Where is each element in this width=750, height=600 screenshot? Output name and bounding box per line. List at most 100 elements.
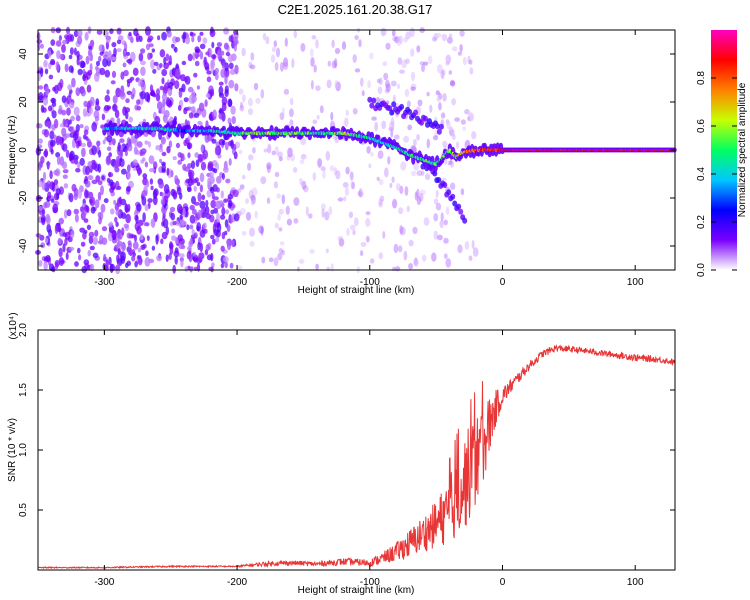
spectrogram-cell: [385, 42, 391, 50]
spectrogram-cell: [189, 214, 196, 224]
spectrogram-cell: [238, 149, 243, 155]
spectrogram-cell: [338, 237, 345, 247]
spectrogram-cell: [289, 97, 294, 106]
spectrogram-cell: [177, 159, 182, 165]
spectrogram-cell: [419, 61, 425, 66]
spectrogram-cell: [445, 61, 450, 66]
spectrogram-cell: [455, 141, 460, 149]
spectrogram-cell: [230, 139, 234, 149]
spectrogram-cell: [144, 140, 149, 145]
spectrogram-cell: [210, 186, 215, 194]
spectrogram-cell: [121, 212, 127, 220]
spectrogram-cell: [365, 235, 370, 243]
spectrogram-cell: [322, 169, 326, 179]
spectrogram-cell: [254, 210, 258, 219]
spectrogram-cell: [223, 256, 229, 263]
spectrogram-cell: [61, 44, 66, 53]
spectrogram-cell: [217, 50, 222, 60]
spectrogram-cell: [63, 209, 68, 219]
spectrogram-cell: [233, 213, 240, 222]
spectrogram-cell: [204, 228, 208, 234]
spectrogram-cell: [213, 207, 219, 214]
spectrogram-cell: [218, 200, 224, 205]
spectrogram-cell: [75, 87, 81, 97]
spectrogram-cell: [440, 70, 445, 80]
spectrogram-cell: [58, 35, 63, 41]
spectrogram-x-ticks: -300 -200 -100 0 100: [94, 30, 644, 288]
spectrogram-cell: [50, 198, 55, 203]
spectrogram-cell: [68, 193, 74, 203]
spectrogram-cell: [163, 110, 170, 118]
spectrogram-cell: [290, 153, 295, 162]
spectrogram-cell: [138, 52, 144, 62]
spectrogram-cell: [86, 102, 92, 109]
spectrogram-cell: [126, 185, 131, 192]
spectrogram-cell: [145, 250, 149, 257]
spectrogram-cell: [116, 232, 121, 242]
spectrogram-cell: [44, 148, 48, 158]
spectrogram-cell: [158, 180, 164, 189]
spectrogram-cell: [277, 213, 281, 221]
spectrogram-cell: [321, 208, 325, 218]
spectrogram-cell: [220, 68, 226, 78]
spectrogram-cell: [127, 248, 134, 256]
spectrogram-cell: [92, 252, 99, 259]
spectrogram-cell: [177, 152, 183, 158]
spectrogram-cell: [190, 160, 196, 169]
spectrogram-cell: [68, 246, 75, 251]
spectrogram-cell: [281, 194, 285, 205]
spectrogram-cell: [126, 90, 133, 95]
spectrogram-cell: [444, 158, 448, 165]
spectrogram-cell: [84, 31, 89, 41]
spectrogram-cell: [266, 164, 271, 174]
spectrogram-cell: [278, 208, 284, 215]
spectrogram-cell: [193, 185, 197, 192]
spectrogram-cell: [214, 72, 219, 81]
spectrogram-cell: [389, 182, 393, 189]
spectrogram-cell: [392, 198, 398, 209]
spectrogram-cell: [76, 56, 80, 66]
spectrogram-cell: [210, 234, 215, 240]
spectrogram-cell: [53, 118, 59, 129]
spectrogram-cell: [94, 72, 100, 82]
spectrogram-cell: [247, 108, 254, 116]
spectrogram-cell: [146, 180, 150, 188]
spectrogram-cell: [61, 127, 67, 137]
spectrogram-cell: [122, 48, 128, 57]
spectrogram-cell: [99, 67, 106, 76]
spectrogram-cell: [207, 177, 211, 187]
spectrogram-cell: [140, 60, 146, 66]
spectrogram-cell: [429, 104, 433, 113]
y-tick-label: 2.0: [18, 323, 29, 337]
spectrogram-cell: [156, 254, 163, 262]
spectrogram-cell: [352, 108, 358, 115]
spectrogram-cell: [88, 235, 94, 245]
spectrogram-cell: [119, 138, 125, 144]
spectrogram-cell: [79, 124, 84, 129]
spectrogram-cell: [387, 156, 391, 165]
spectrogram-cell: [175, 68, 181, 78]
spectrogram-cell: [289, 119, 294, 126]
spectrogram-y-ticks: -40 -20 0 20 40: [18, 48, 675, 253]
spectrogram-cell: [70, 115, 75, 122]
spectrogram-cell: [284, 37, 288, 47]
spectrogram-cell: [77, 68, 83, 76]
spectrogram-cell: [223, 42, 229, 50]
spectrogram-cell: [433, 198, 439, 205]
spectrogram-cell: [149, 84, 154, 93]
snr-y-ticks: 0.5 1.0 1.5 2.0: [18, 323, 675, 517]
spectrogram-cell: [226, 240, 232, 251]
spectrogram-cell: [120, 242, 126, 252]
spectrogram-cell: [125, 213, 131, 224]
spectrogram-cell: [389, 121, 395, 131]
spectrogram-cell: [84, 262, 90, 270]
spectrogram-cell: [385, 79, 390, 89]
spectrogram-cell: [300, 43, 306, 52]
spectrogram-cell: [77, 29, 83, 38]
spectrogram-cell: [446, 189, 452, 196]
spectrogram-cell: [155, 93, 161, 102]
spectrogram-cell: [267, 143, 272, 154]
spectrogram-cell: [98, 149, 102, 158]
spectrogram-cell: [249, 64, 256, 70]
spectrogram-cell: [73, 30, 79, 38]
